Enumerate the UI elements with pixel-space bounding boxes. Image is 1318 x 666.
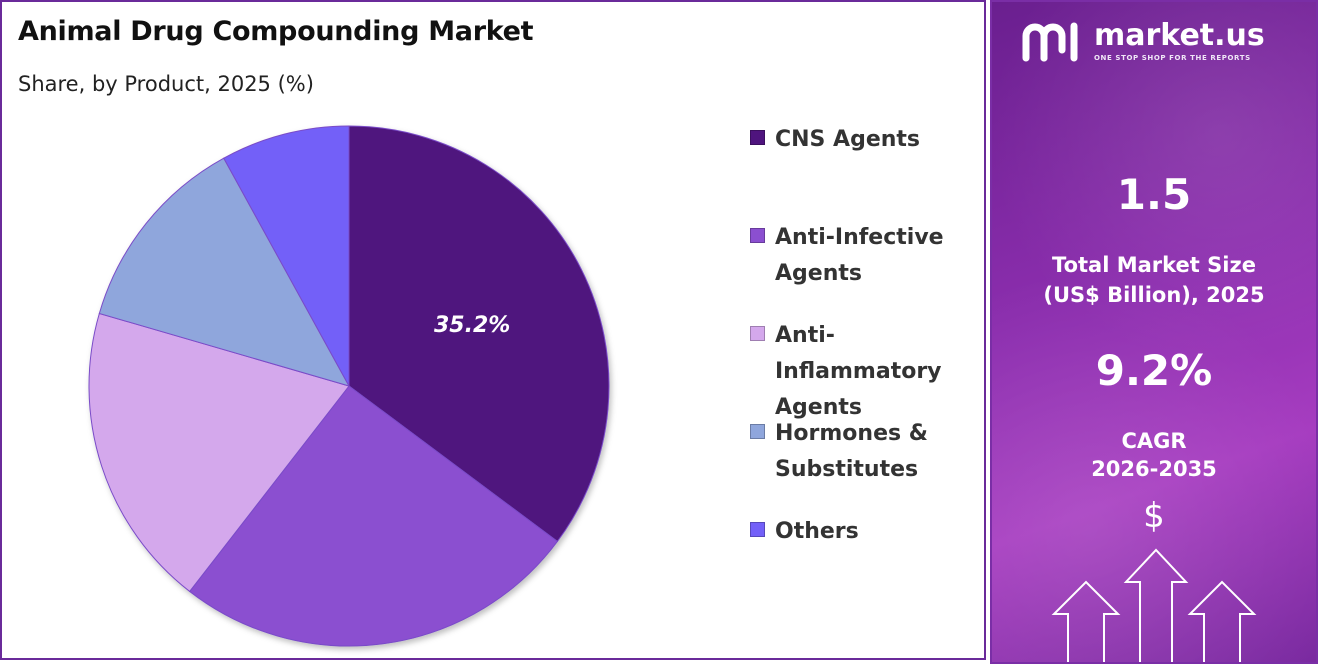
legend-label: CNS Agents — [775, 127, 921, 152]
legend-item: Anti- Inflammatory Agents — [750, 318, 980, 426]
up-arrow-icon — [1123, 548, 1189, 662]
up-arrow-icon — [1051, 580, 1121, 662]
pie-slice-anti-inflammatory-agents — [88, 312, 350, 593]
up-arrow-icon — [1187, 580, 1257, 662]
chart-panel: Animal Drug Compounding Market Share, by… — [0, 0, 986, 660]
market-us-logo — [1022, 22, 1078, 62]
cagr-value: 9.2% — [1095, 346, 1213, 395]
legend-label: Anti- Inflammatory Agents — [775, 323, 942, 420]
legend-swatch — [750, 228, 765, 243]
legend-label: Others — [775, 519, 859, 544]
brand-tagline: ONE STOP SHOP FOR THE REPORTS — [1094, 53, 1251, 62]
legend-swatch — [750, 522, 765, 537]
legend-swatch — [750, 130, 765, 145]
cagr-label-line1: CAGR — [1121, 429, 1187, 453]
pie-slice-hormones-substitutes — [98, 157, 351, 387]
legend-swatch — [750, 326, 765, 341]
cagr-label-line2: 2026-2035 — [1091, 457, 1217, 481]
brand: market.us ONE STOP SHOP FOR THE REPORTS — [1022, 18, 1265, 64]
legend-swatch — [750, 424, 765, 439]
chart-title: Animal Drug Compounding Market — [18, 16, 534, 47]
legend-item: CNS Agents — [750, 122, 980, 158]
dollar-icon: $ — [1143, 496, 1165, 536]
legend-label: Hormones & Substitutes — [775, 421, 928, 482]
pie-slice-cns-agents — [348, 125, 610, 543]
pie-slice-others — [223, 125, 350, 387]
brand-name: market.us — [1094, 17, 1265, 53]
legend-item: Hormones & Substitutes — [750, 416, 980, 488]
growth-arrows — [1051, 548, 1257, 662]
legend-item: Anti-Infective Agents — [750, 220, 980, 292]
legend-label: Anti-Infective Agents — [775, 225, 944, 286]
market-size-value: 1.5 — [1116, 170, 1192, 219]
market-size-label-line2: (US$ Billion), 2025 — [1043, 283, 1265, 307]
pie-slice-anti-infective-agents — [188, 385, 559, 647]
legend-item: Others — [750, 514, 980, 550]
summary-panel: market.us ONE STOP SHOP FOR THE REPORTS … — [990, 0, 1318, 664]
market-size-label-line1: Total Market Size — [1052, 253, 1256, 277]
chart-subtitle: Share, by Product, 2025 (%) — [18, 72, 314, 96]
pie-chart: 35.2% — [88, 125, 610, 647]
data-label: 35.2% — [434, 313, 510, 338]
